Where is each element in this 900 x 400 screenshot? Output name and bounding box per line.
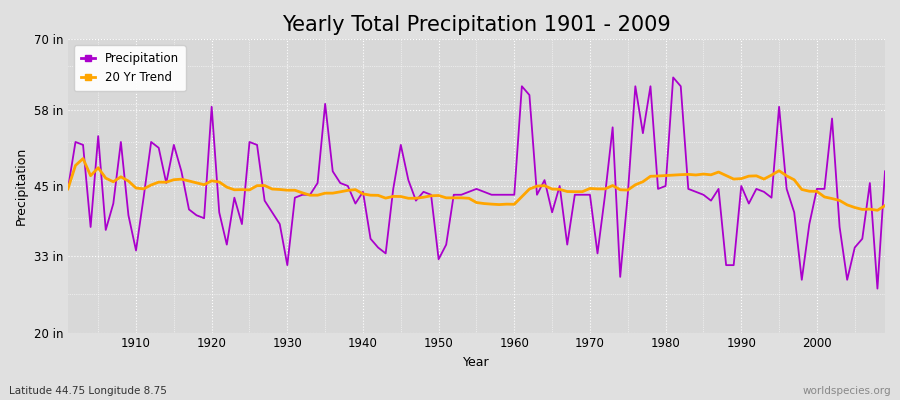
Text: Latitude 44.75 Longitude 8.75: Latitude 44.75 Longitude 8.75 <box>9 386 166 396</box>
Legend: Precipitation, 20 Yr Trend: Precipitation, 20 Yr Trend <box>74 45 185 91</box>
X-axis label: Year: Year <box>464 356 490 369</box>
Text: worldspecies.org: worldspecies.org <box>803 386 891 396</box>
Title: Yearly Total Precipitation 1901 - 2009: Yearly Total Precipitation 1901 - 2009 <box>282 15 670 35</box>
Y-axis label: Precipitation: Precipitation <box>15 147 28 225</box>
